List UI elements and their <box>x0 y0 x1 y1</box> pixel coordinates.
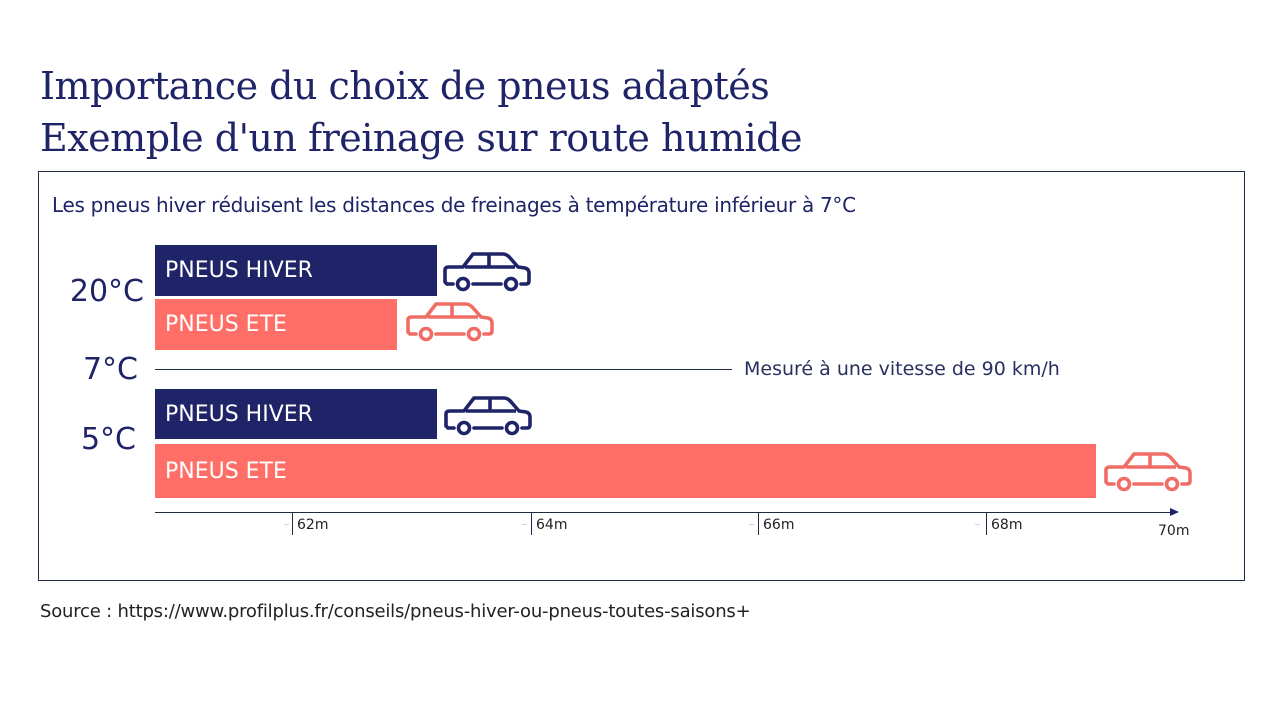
axis-arrow-icon <box>1170 508 1179 516</box>
tick-64m <box>531 513 532 535</box>
tick-62m <box>292 513 293 535</box>
minor-tick <box>749 524 754 525</box>
bar-5c-hiver: PNEUS HIVER <box>155 389 437 439</box>
chart-title-line1: Importance du choix de pneus adaptés <box>40 64 770 108</box>
tick-66m <box>758 513 759 535</box>
temperature-label-20c: 20°C <box>69 274 144 309</box>
tick-label-64m: 64m <box>536 517 568 533</box>
tick-label-62m: 62m <box>297 517 329 533</box>
bar-label: PNEUS HIVER <box>165 258 313 283</box>
bar-20c-hiver: PNEUS HIVER <box>155 245 437 296</box>
chart-title-line2: Exemple d'un freinage sur route humide <box>40 116 802 160</box>
chart-subtitle: Les pneus hiver réduisent les distances … <box>52 193 856 217</box>
bar-label: PNEUS ETE <box>165 458 287 484</box>
threshold-line <box>155 369 732 370</box>
speed-note: Mesuré à une vitesse de 90 km/h <box>744 358 1060 380</box>
source-citation: Source : https://www.profilplus.fr/conse… <box>40 601 751 622</box>
bar-20c-ete: PNEUS ETE <box>155 299 397 350</box>
car-icon <box>1104 452 1192 492</box>
minor-tick <box>522 524 527 525</box>
bar-label: PNEUS HIVER <box>165 401 313 427</box>
bar-label: PNEUS ETE <box>165 312 287 337</box>
chart-panel <box>38 171 1245 581</box>
minor-tick <box>284 524 289 525</box>
temperature-label-5c: 5°C <box>80 422 136 457</box>
car-icon <box>444 396 532 436</box>
tick-68m <box>986 513 987 535</box>
car-icon <box>443 252 531 292</box>
tick-label-66m: 66m <box>763 517 795 533</box>
tick-label-70m: 70m <box>1158 523 1190 539</box>
car-icon <box>406 302 494 342</box>
threshold-label-7c: 7°C <box>82 352 138 387</box>
bar-5c-ete: PNEUS ETE <box>155 444 1096 498</box>
x-axis-line <box>155 512 1173 513</box>
minor-tick <box>975 524 980 525</box>
tick-label-68m: 68m <box>991 517 1023 533</box>
